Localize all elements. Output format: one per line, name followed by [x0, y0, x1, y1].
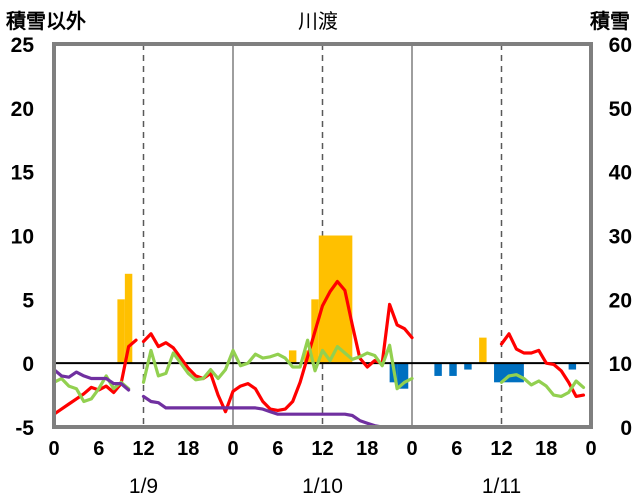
right-tick-label: 20 — [609, 289, 632, 312]
right-tick-label: 30 — [609, 226, 632, 249]
left-tick-label: 15 — [11, 162, 35, 185]
series-line — [141, 279, 414, 414]
left-tick-labels: -5 0 5 10 15 20 25 — [11, 34, 35, 440]
left-tick-label: 0 — [22, 353, 34, 376]
x-tick-label: 6 — [93, 438, 104, 460]
x-tick-label: 18 — [356, 438, 378, 460]
line-series — [52, 279, 593, 429]
left-axis-label: 積雪以外 — [6, 9, 86, 33]
bar — [479, 337, 487, 364]
bar — [124, 273, 133, 364]
left-tick-label: 10 — [11, 226, 34, 249]
series-line — [52, 374, 131, 404]
left-tick-label: -5 — [15, 417, 34, 440]
bar — [494, 363, 524, 383]
x-tick-label: 18 — [535, 438, 557, 460]
x-tick-label: 0 — [227, 438, 238, 460]
left-tick-label: 5 — [22, 289, 34, 312]
right-tick-label: 60 — [609, 34, 632, 57]
x-tick-label: 0 — [406, 438, 417, 460]
bar — [464, 363, 472, 370]
x-tick-labels: 0 6 12 18 0 6 12 18 0 6 12 18 0 — [48, 438, 596, 460]
day-labels: 1/9 1/10 1/11 — [129, 475, 521, 498]
x-tick-label: 0 — [48, 438, 59, 460]
x-tick-label: 18 — [177, 438, 199, 460]
day-label: 1/9 — [129, 475, 158, 498]
right-tick-label: 40 — [609, 162, 632, 185]
x-tick-label: 0 — [585, 438, 596, 460]
x-tick-label: 12 — [490, 438, 512, 460]
right-tick-label: 0 — [620, 417, 632, 440]
left-tick-label: 25 — [11, 34, 35, 57]
series-line — [499, 332, 586, 398]
bar — [288, 350, 297, 364]
x-tick-label: 12 — [132, 438, 154, 460]
left-tick-label: 20 — [11, 98, 34, 121]
series-line — [499, 373, 586, 398]
plot-frame — [52, 42, 593, 429]
x-tick-label: 6 — [272, 438, 283, 460]
bar — [568, 363, 577, 370]
right-axis-label: 積雪 — [590, 9, 630, 33]
right-tick-label: 10 — [609, 353, 632, 376]
bar — [449, 363, 457, 376]
right-tick-label: 50 — [609, 98, 632, 121]
bar — [397, 363, 409, 389]
bar — [117, 299, 125, 364]
x-tick-label: 6 — [451, 438, 462, 460]
chart-title: 川渡 — [298, 9, 338, 33]
x-tick-label: 12 — [311, 438, 333, 460]
right-tick-labels: 0 10 20 30 40 50 60 — [609, 34, 632, 440]
series-line — [141, 394, 414, 429]
day-label: 1/11 — [482, 475, 521, 498]
series-line — [141, 338, 414, 391]
series-line — [52, 338, 138, 416]
bar — [434, 363, 442, 376]
series-line — [52, 368, 131, 392]
day-label: 1/10 — [302, 475, 343, 498]
